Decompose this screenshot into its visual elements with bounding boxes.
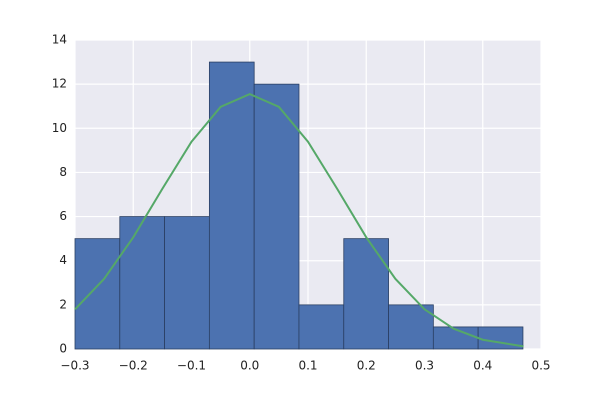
y-tick-label: 10	[52, 121, 67, 135]
histogram-bar	[164, 216, 210, 350]
y-tick-label: 12	[52, 77, 67, 91]
histogram-bar	[388, 304, 434, 350]
x-tick-label: 0.1	[298, 359, 317, 373]
x-tick-label: 0.2	[357, 359, 376, 373]
x-tick-label: 0.5	[531, 359, 550, 373]
x-tick-label: −0.2	[119, 359, 148, 373]
histogram-bar	[74, 238, 121, 350]
y-tick-label: 14	[52, 33, 67, 47]
x-tick-label: 0.0	[240, 359, 259, 373]
x-tick-label: 0.3	[415, 359, 434, 373]
x-tick-label: −0.1	[177, 359, 206, 373]
x-tick-label: −0.3	[60, 359, 89, 373]
x-tick-label: 0.4	[473, 359, 492, 373]
y-tick-label: 0	[59, 342, 67, 356]
histogram-bar	[298, 304, 345, 350]
y-tick-label: 2	[59, 297, 67, 311]
density-curve	[74, 92, 524, 348]
y-tick-label: 8	[59, 165, 67, 179]
y-tick-label: 4	[59, 253, 67, 267]
histogram-bar	[119, 216, 165, 350]
histogram-bar	[253, 83, 300, 350]
histogram-bar	[208, 61, 255, 350]
y-tick-label: 6	[59, 209, 67, 223]
histogram-bar	[343, 238, 389, 350]
